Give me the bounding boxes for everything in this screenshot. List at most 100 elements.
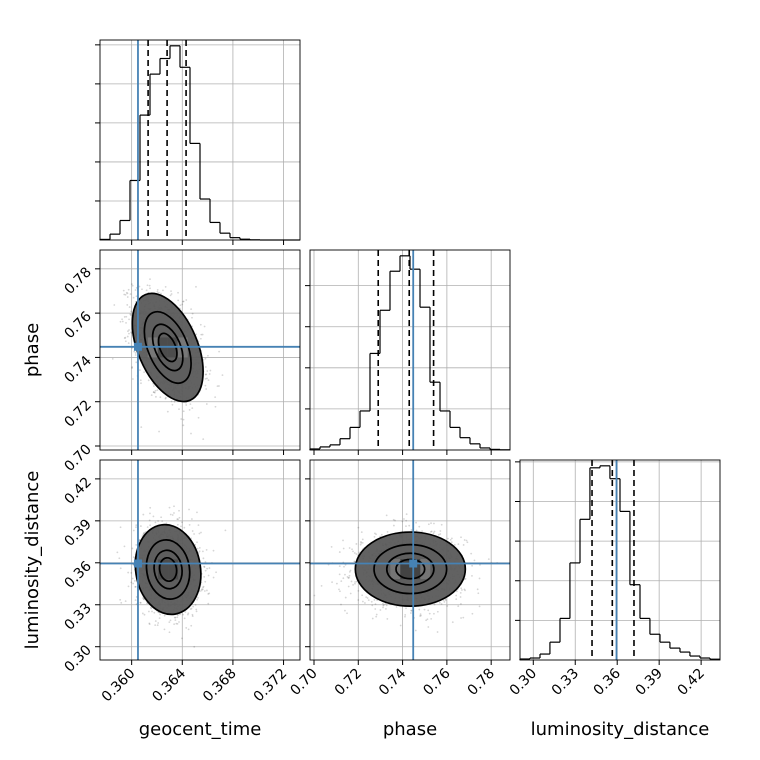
sample-point — [140, 426, 143, 429]
sample-point — [116, 551, 119, 554]
sample-point — [169, 513, 172, 516]
sample-point — [224, 529, 227, 532]
sample-point — [124, 293, 127, 296]
sample-point — [208, 373, 211, 375]
sample-point — [173, 505, 175, 508]
sample-point — [214, 396, 217, 399]
sample-point — [181, 521, 183, 524]
sample-point — [392, 518, 395, 521]
sample-point — [203, 566, 206, 568]
sample-point — [410, 609, 413, 612]
sample-point — [352, 583, 354, 586]
sample-point — [188, 508, 190, 511]
sample-point — [360, 531, 363, 534]
sample-point — [168, 621, 171, 623]
sample-point — [204, 378, 207, 380]
sample-point — [208, 567, 211, 569]
sample-point — [342, 577, 345, 580]
sample-point — [142, 513, 145, 516]
sample-point — [178, 509, 180, 512]
sample-point — [373, 535, 376, 538]
sample-point — [366, 597, 369, 599]
sample-point — [221, 374, 224, 376]
sample-point — [174, 616, 177, 619]
sample-point — [182, 410, 185, 413]
sample-point — [143, 371, 146, 374]
sample-point — [142, 598, 145, 600]
sample-point — [174, 619, 177, 622]
sample-point — [178, 621, 180, 623]
sample-point — [188, 408, 191, 411]
sample-point — [476, 588, 479, 591]
sample-point — [138, 285, 141, 288]
sample-point — [183, 526, 186, 529]
sample-point — [460, 587, 463, 590]
joint-content — [100, 460, 300, 660]
joint-panel-phase-luminosity_distance: 0.70 0.72 0.74 0.76 0.78 — [287, 459, 511, 699]
sample-point — [200, 588, 203, 591]
sample-point — [344, 573, 346, 576]
sample-point — [427, 609, 430, 612]
sample-point — [439, 533, 442, 535]
sample-point — [449, 539, 452, 541]
sample-point — [344, 596, 347, 599]
sample-point — [179, 304, 182, 307]
sample-point — [139, 369, 141, 371]
sample-point — [143, 598, 146, 601]
sample-point — [145, 289, 148, 292]
sample-point — [138, 539, 141, 541]
sample-point — [370, 600, 373, 603]
truth-marker — [133, 342, 142, 351]
sample-point — [132, 556, 135, 559]
sample-point — [149, 512, 151, 515]
sample-point — [375, 533, 377, 536]
sample-point — [130, 571, 133, 574]
sample-point — [340, 580, 343, 583]
sample-point — [160, 516, 163, 519]
sample-point — [149, 287, 151, 290]
sample-point — [361, 594, 364, 597]
sample-point — [152, 385, 155, 387]
sample-point — [123, 545, 126, 548]
panel-frame — [309, 459, 511, 661]
sample-point — [330, 545, 333, 548]
sample-point — [405, 525, 407, 528]
sample-point — [405, 607, 407, 610]
sample-point — [198, 547, 201, 549]
sample-point — [457, 543, 460, 545]
sample-point — [127, 342, 130, 345]
sample-point — [371, 604, 374, 607]
density-block — [390, 569, 401, 580]
sample-point — [152, 515, 155, 518]
sample-point — [202, 557, 205, 560]
sample-point — [331, 581, 333, 584]
sample-point — [410, 609, 413, 612]
sample-point — [212, 549, 215, 552]
sample-point — [203, 590, 206, 592]
sample-point — [121, 320, 124, 323]
sample-point — [180, 418, 183, 420]
sample-point — [129, 293, 132, 295]
sample-point — [142, 597, 145, 600]
sample-point — [408, 524, 411, 527]
sample-point — [450, 537, 453, 540]
sample-point — [156, 291, 159, 293]
sample-point — [354, 581, 356, 583]
sample-point — [171, 403, 174, 406]
sample-point — [186, 613, 189, 616]
panel-frame — [99, 39, 301, 241]
sample-point — [191, 613, 194, 616]
sample-point — [346, 576, 349, 578]
sample-point — [450, 541, 453, 544]
sample-point — [392, 524, 395, 527]
sample-point — [196, 547, 199, 550]
sample-point — [379, 609, 382, 611]
sample-point — [127, 330, 129, 333]
sample-point — [158, 291, 160, 294]
sample-point — [119, 320, 122, 323]
sample-point — [430, 617, 433, 620]
sample-point — [201, 588, 204, 591]
sample-point — [347, 585, 350, 588]
sample-point — [470, 552, 473, 555]
sample-point — [193, 645, 196, 648]
